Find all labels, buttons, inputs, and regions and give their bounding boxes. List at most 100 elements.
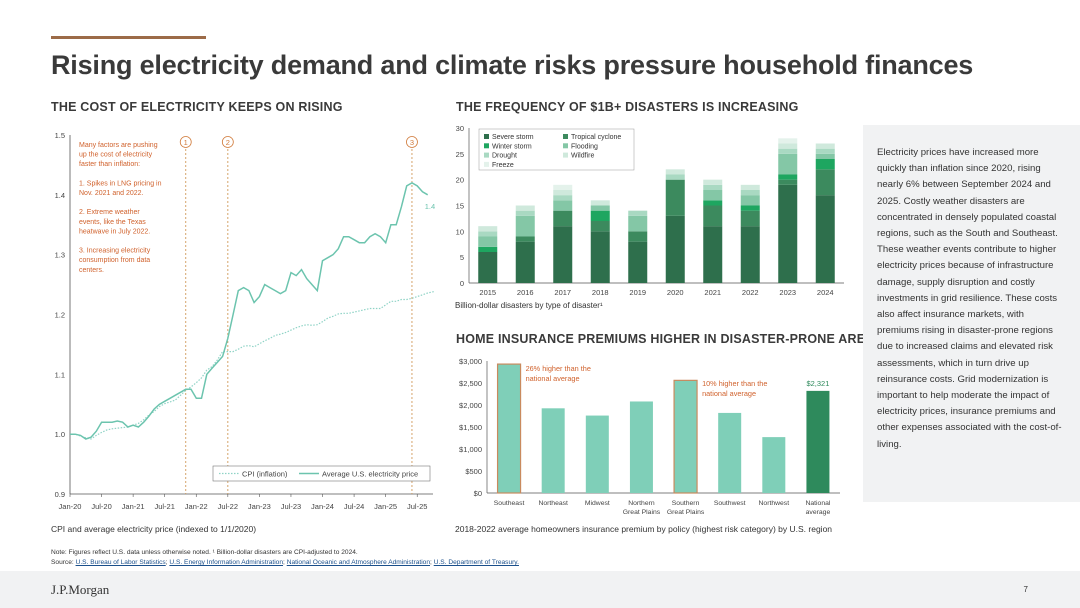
annotation-text: 3. Increasing electricity bbox=[79, 248, 151, 255]
jpmorgan-logo: J.P.Morgan bbox=[51, 582, 110, 597]
x-tick-label: National bbox=[805, 500, 830, 507]
annotation-text: Many factors are pushing bbox=[79, 142, 158, 149]
x-tick-label: average bbox=[806, 509, 831, 516]
bar-segment-drought bbox=[515, 210, 535, 216]
bar-segment-flooding bbox=[553, 200, 573, 211]
legend-label: Winter storm bbox=[492, 143, 532, 150]
x-tick-label: Northeast bbox=[538, 500, 568, 507]
y-tick-label: $0 bbox=[474, 489, 482, 498]
bar-segment-drought bbox=[778, 148, 798, 154]
bar-segment-tropical-cyclone bbox=[590, 221, 610, 232]
bar-segment-flooding bbox=[478, 236, 498, 247]
line-chart-title: THE COST OF ELECTRICITY KEEPS ON RISING bbox=[51, 100, 343, 114]
annotation-text: 1. Spikes in LNG pricing in bbox=[79, 180, 162, 187]
premium-bar bbox=[585, 415, 609, 493]
summary-panel: Electricity prices have increased more q… bbox=[863, 125, 1080, 502]
insurance-premium-bar-chart: $0 $500 $1,000 $1,500 $2,000 $2,500 $3,000 Sout… bbox=[459, 357, 840, 516]
event-marker-circle bbox=[179, 136, 192, 148]
x-tick-label: Southeast bbox=[494, 500, 525, 507]
bar-segment-severe-storm bbox=[628, 241, 648, 283]
event-marker-circle bbox=[221, 136, 234, 148]
y-tick-label: 1.3 bbox=[55, 251, 65, 260]
bar-segment-winter-storm bbox=[703, 200, 723, 206]
x-tick-label: 2020 bbox=[667, 288, 684, 297]
x-tick-label: Jul-24 bbox=[344, 502, 364, 511]
bar-segment-freeze bbox=[553, 184, 573, 190]
y-tick-label: 30 bbox=[456, 124, 464, 133]
legend-swatch bbox=[563, 143, 568, 149]
bar-segment-wildfire bbox=[703, 179, 723, 185]
bar-segment-drought bbox=[553, 195, 573, 201]
bar-segment-tropical-cyclone bbox=[665, 179, 685, 216]
legend-label-cpi: CPI (inflation) bbox=[242, 470, 288, 479]
annotation-text: events, like the Texas bbox=[79, 219, 146, 226]
y-tick-label: 0 bbox=[460, 279, 464, 288]
x-tick-label: Jan-20 bbox=[59, 502, 82, 511]
x-tick-label: Jul-23 bbox=[281, 502, 301, 511]
premium-annotation-text: 10% higher than the bbox=[702, 379, 767, 388]
x-tick-label: Northwest bbox=[759, 500, 790, 507]
bar-segment-tropical-cyclone bbox=[515, 236, 535, 242]
y-tick-label: $2,500 bbox=[459, 379, 482, 388]
premium-annotation-text: national average bbox=[526, 374, 580, 383]
x-tick-label: 2022 bbox=[742, 288, 759, 297]
legend-label: Severe storm bbox=[492, 134, 534, 141]
y-tick-label: 25 bbox=[456, 150, 464, 159]
legend-label: Drought bbox=[492, 153, 517, 160]
premium-bar bbox=[806, 390, 830, 493]
source-link-treasury[interactable]: U.S. Department of Treasury. bbox=[433, 559, 519, 566]
legend-swatch bbox=[484, 161, 489, 167]
event-marker-label: 1 bbox=[184, 138, 188, 147]
bar-segment-flooding bbox=[778, 153, 798, 175]
x-tick-label: Jan-22 bbox=[185, 502, 208, 511]
bar-segment-flooding bbox=[740, 195, 760, 206]
line-chart-caption: CPI and average electricity price (index… bbox=[51, 524, 257, 534]
annotation-text: Nov. 2021 and 2022. bbox=[79, 190, 144, 197]
bar-segment-wildfire bbox=[515, 205, 535, 211]
y-tick-label: 5 bbox=[460, 253, 464, 262]
legend-swatch bbox=[563, 152, 568, 158]
insurance-chart-caption: 2018-2022 average homeowners insurance p… bbox=[455, 524, 833, 534]
annotation-text: 2. Extreme weather bbox=[79, 209, 140, 216]
legend-swatch bbox=[484, 143, 489, 149]
footer: J.P.Morgan 7 bbox=[0, 571, 1080, 608]
bar-segment-tropical-cyclone bbox=[553, 210, 573, 227]
summary-text: Electricity prices have increased more q… bbox=[877, 147, 1062, 450]
source-prefix: Source: bbox=[51, 559, 76, 566]
bar-segment-severe-storm bbox=[703, 226, 723, 283]
x-tick-label: Jul-21 bbox=[154, 502, 174, 511]
legend-label: Wildfire bbox=[571, 153, 594, 160]
premium-bar bbox=[718, 412, 742, 493]
bar-segment-wildfire bbox=[553, 190, 573, 196]
disasters-chart-title: THE FREQUENCY OF $1B+ DISASTERS IS INCRE… bbox=[456, 100, 799, 114]
x-tick-label: 2021 bbox=[704, 288, 721, 297]
bar-segment-drought bbox=[740, 190, 760, 196]
legend-label: Tropical cyclone bbox=[571, 134, 621, 141]
source-link-bls[interactable]: U.S. Bureau of Labor Statistics bbox=[75, 559, 166, 566]
x-tick-label: Jan-25 bbox=[374, 502, 397, 511]
premium-annotation-text: 26% higher than the bbox=[526, 364, 591, 373]
bar-segment-wildfire bbox=[778, 143, 798, 149]
bar-segment-wildfire bbox=[665, 169, 685, 175]
legend-label: Flooding bbox=[571, 143, 598, 150]
source-link-noaa[interactable]: National Oceanic and Atmosphere Administ… bbox=[286, 559, 431, 566]
bar-segment-drought bbox=[665, 174, 685, 180]
premium-bar bbox=[762, 437, 786, 493]
y-tick-label: $1,500 bbox=[459, 423, 482, 432]
page-title: Rising electricity demand and climate ri… bbox=[51, 50, 974, 80]
cpi-series-line bbox=[70, 290, 435, 440]
annotation-text: consumption from data bbox=[79, 257, 150, 264]
source-link-eia[interactable]: U.S. Energy Information Administration bbox=[169, 559, 284, 566]
legend-label: Freeze bbox=[492, 162, 514, 169]
y-tick-label: 1.2 bbox=[55, 311, 65, 320]
annotation-text: centers. bbox=[79, 267, 104, 274]
bar-segment-severe-storm bbox=[815, 195, 835, 283]
bar-segment-severe-storm bbox=[778, 184, 798, 283]
event-marker-circle bbox=[406, 136, 418, 148]
bar-segment-severe-storm bbox=[553, 226, 573, 283]
y-tick-label: $1,000 bbox=[459, 445, 482, 454]
end-value-label: 1.4 bbox=[425, 202, 435, 211]
x-tick-label: Jan-23 bbox=[248, 502, 271, 511]
x-tick-label: 2018 bbox=[592, 288, 609, 297]
bar-segment-wildfire bbox=[478, 226, 498, 232]
